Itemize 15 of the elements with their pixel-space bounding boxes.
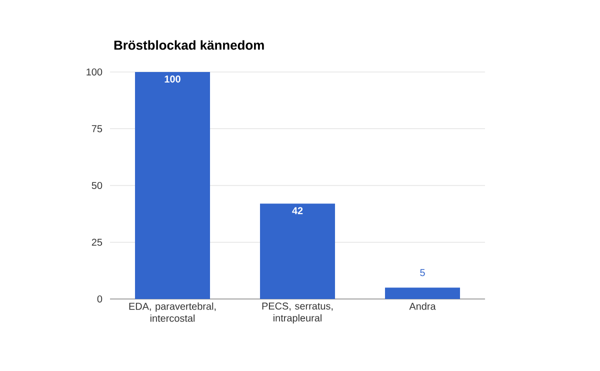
data-label: 100 [164, 76, 180, 83]
y-tick-label: 75 [92, 125, 102, 132]
x-tick-label: PECS, serratus, intrapleural [262, 302, 333, 324]
y-tick-label: 100 [86, 68, 102, 76]
y-tick-label: 50 [92, 182, 102, 190]
x-tick-label: EDA, paravertebral, intercostal [129, 302, 216, 322]
x-tick-label: Andra [409, 302, 436, 310]
chart-title: Bröstblockad kännedom [114, 40, 264, 50]
bar [385, 288, 460, 299]
data-label: 42 [292, 207, 303, 214]
bar [260, 204, 336, 299]
data-label: 5 [420, 269, 425, 276]
y-tick-label: 25 [92, 238, 102, 246]
bar [135, 72, 210, 299]
y-tick-label: 0 [97, 295, 102, 303]
